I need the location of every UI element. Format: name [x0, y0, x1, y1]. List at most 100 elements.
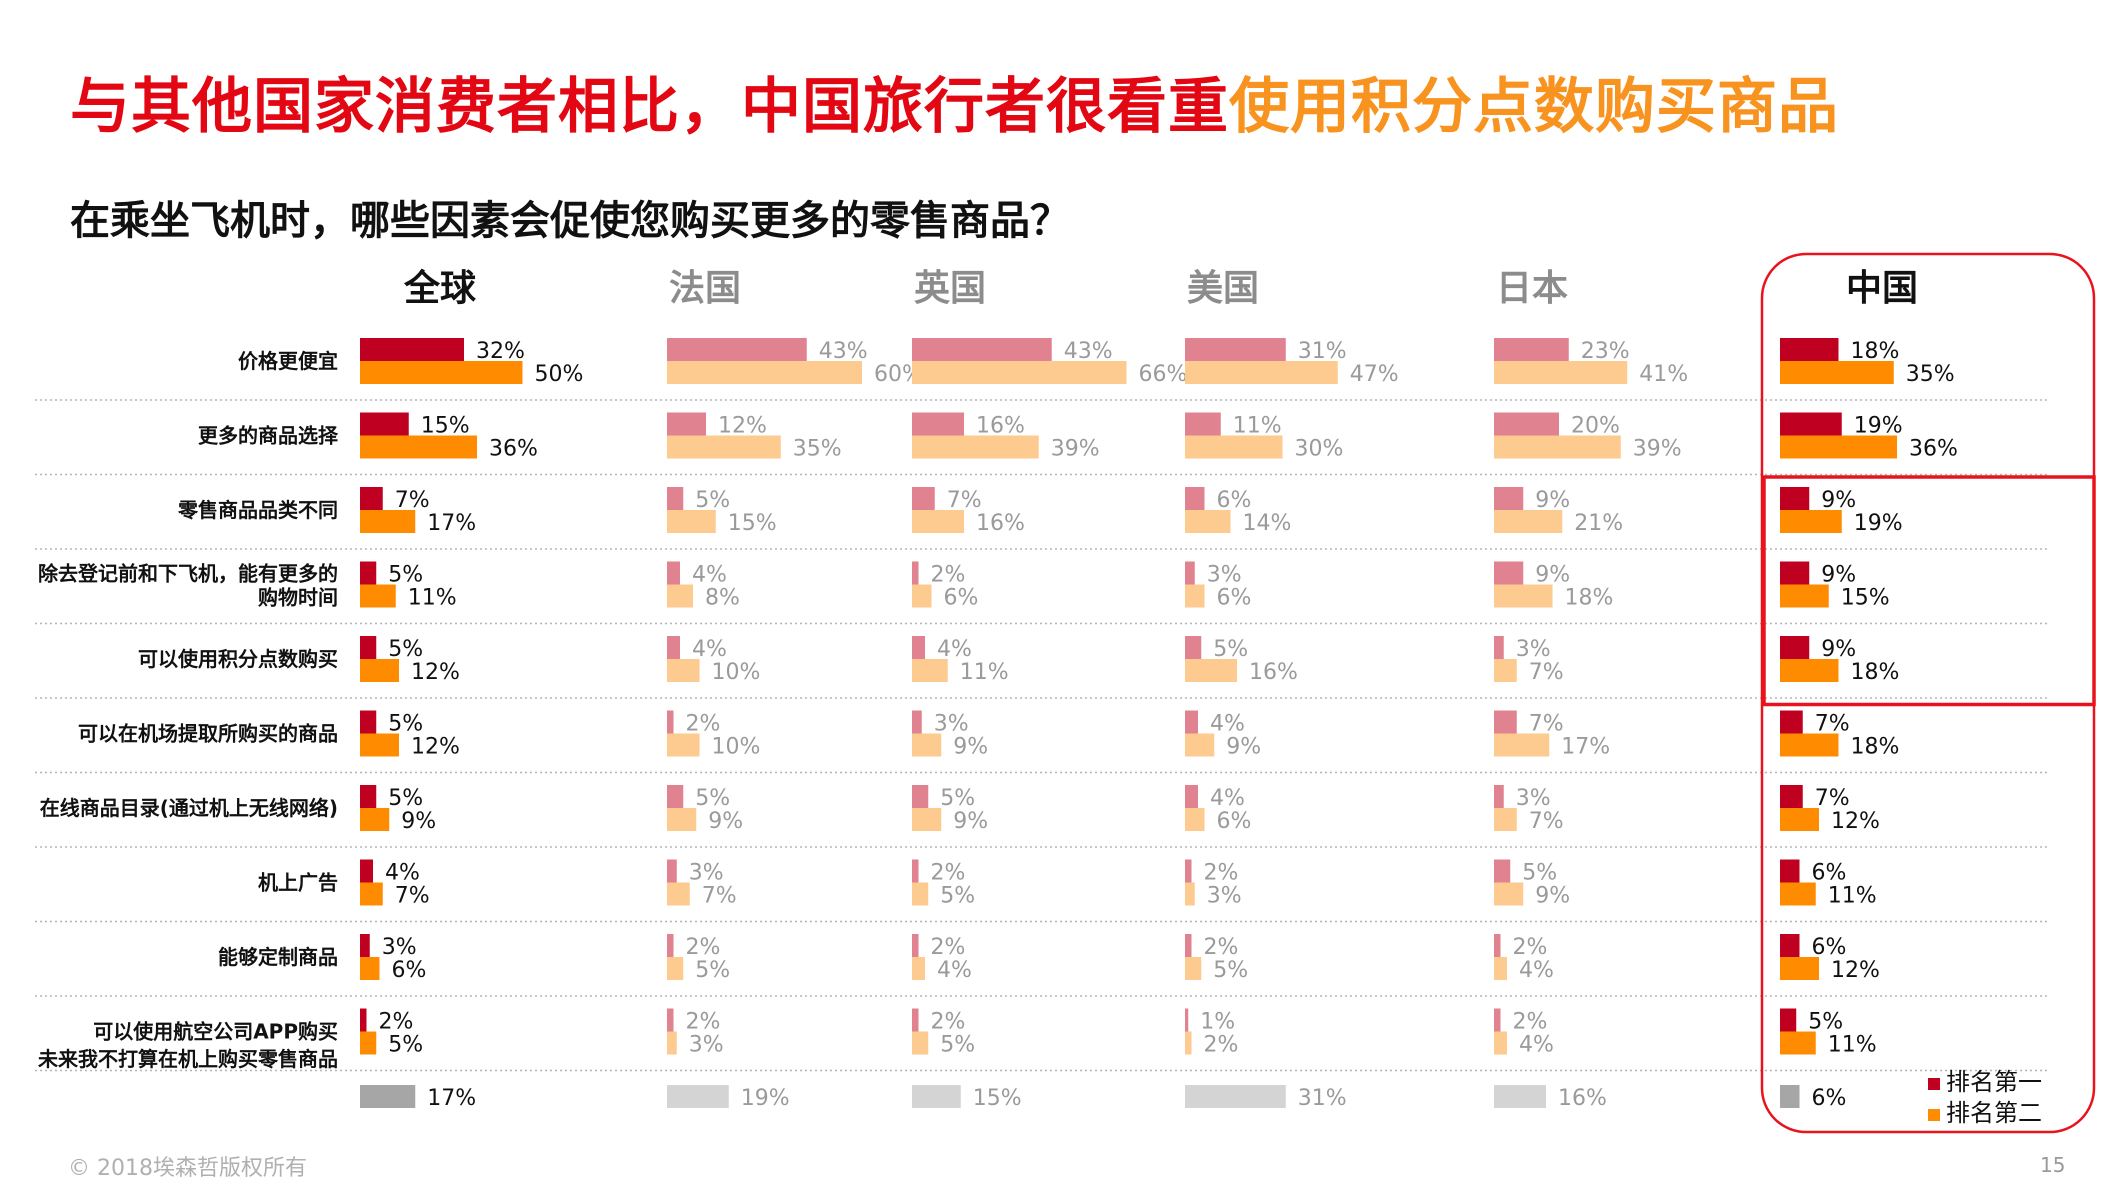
category-label: 可以使用积分点数购买 — [138, 647, 338, 671]
value-label-rank2: 12% — [1831, 958, 1880, 983]
value-label-rank2: 36% — [489, 437, 538, 462]
bar-rank2 — [360, 659, 399, 682]
bar-rank2 — [667, 733, 700, 757]
bar-rank2 — [360, 1031, 377, 1055]
legend-swatch-rank1 — [1928, 1078, 1940, 1090]
value-label-rank2: 17% — [1561, 735, 1610, 760]
value-label-rank2: 7% — [1529, 660, 1564, 685]
value-label-none: 16% — [1558, 1086, 1607, 1111]
bar-rank1 — [1780, 338, 1839, 361]
bar-rank1 — [667, 859, 677, 883]
value-label-rank2: 35% — [1906, 362, 1955, 387]
bar-rank2 — [1494, 659, 1517, 682]
bar-rank1 — [360, 561, 377, 585]
page-title: 与其他国家消费者相比，中国旅行者很看重使用积分点数购买商品 — [70, 58, 1839, 145]
bar-rank2 — [360, 808, 390, 831]
value-label-rank1: 2% — [931, 861, 966, 886]
value-label-rank2: 11% — [408, 586, 457, 611]
value-label-rank1: 5% — [388, 637, 423, 662]
value-label-rank1: 2% — [686, 712, 721, 737]
bar-rank1 — [1494, 487, 1524, 510]
bar-rank2 — [912, 808, 942, 831]
value-label-rank2: 10% — [712, 735, 761, 760]
value-label-rank1: 5% — [388, 563, 423, 588]
value-label-rank2: 14% — [1243, 511, 1292, 536]
value-label-rank2: 6% — [1217, 809, 1252, 834]
value-label-rank1: 2% — [686, 935, 721, 960]
value-label-none: 19% — [741, 1086, 790, 1111]
value-label-rank1: 11% — [1233, 414, 1282, 439]
bar-rank1 — [1185, 934, 1192, 957]
value-label-rank2: 15% — [728, 511, 777, 536]
value-label-rank1: 3% — [1207, 563, 1242, 588]
value-label-rank2: 4% — [1519, 1033, 1554, 1058]
value-label-rank1: 2% — [931, 935, 966, 960]
bar-rank1 — [667, 934, 674, 957]
value-label-rank2: 4% — [1519, 958, 1554, 983]
value-label-rank2: 11% — [1828, 884, 1877, 909]
value-label-rank2: 47% — [1350, 362, 1399, 387]
value-label-rank2: 7% — [1529, 809, 1564, 834]
value-label-rank1: 3% — [689, 861, 724, 886]
value-label-rank1: 9% — [1535, 488, 1570, 513]
bar-rank2 — [667, 808, 697, 831]
value-label-rank1: 5% — [1808, 1010, 1843, 1035]
bar-rank2 — [1185, 733, 1215, 757]
bar-rank1 — [360, 487, 383, 510]
bar-rank2 — [1185, 435, 1283, 459]
value-label-rank1: 9% — [1535, 563, 1570, 588]
bar-rank1 — [912, 561, 919, 585]
value-label-rank1: 5% — [388, 712, 423, 737]
bar-rank1 — [360, 785, 377, 808]
value-label-rank2: 50% — [535, 362, 584, 387]
value-label-rank2: 9% — [1226, 735, 1261, 760]
bar-rank2 — [1780, 733, 1839, 757]
bar-rank1 — [1780, 487, 1810, 510]
bar-rank1 — [1185, 710, 1198, 734]
value-label-rank2: 5% — [1213, 958, 1248, 983]
value-label-rank1: 4% — [1210, 712, 1245, 737]
bar-rank1 — [1185, 561, 1195, 585]
bar-rank2 — [1185, 659, 1237, 682]
value-label-rank1: 32% — [476, 339, 525, 364]
bar-rank1 — [667, 561, 680, 585]
bar-rank2 — [1780, 510, 1842, 533]
panel-title: 中国 — [1846, 268, 1918, 309]
bar-rank1 — [1494, 859, 1511, 883]
value-label-rank2: 3% — [1207, 884, 1242, 909]
value-label-rank1: 5% — [388, 786, 423, 811]
value-label-rank1: 7% — [947, 488, 982, 513]
value-label-rank2: 3% — [689, 1033, 724, 1058]
value-label-rank1: 3% — [934, 712, 969, 737]
value-label-rank1: 5% — [695, 488, 730, 513]
bar-rank1 — [912, 338, 1052, 361]
value-label-rank1: 6% — [1217, 488, 1252, 513]
value-label-rank1: 3% — [382, 935, 417, 960]
value-label-rank1: 31% — [1298, 339, 1347, 364]
bar-rank1 — [1494, 338, 1569, 361]
value-label-rank2: 6% — [392, 958, 427, 983]
bar-rank1 — [1780, 636, 1810, 659]
bar-rank1 — [1185, 785, 1198, 808]
bar-rank1 — [667, 785, 684, 808]
bar-rank1 — [667, 338, 807, 361]
value-label-none: 6% — [1812, 1086, 1847, 1111]
value-label-rank1: 2% — [379, 1010, 414, 1035]
bar-rank2 — [1780, 1031, 1816, 1055]
bar-rank2 — [360, 510, 416, 533]
bar-rank2 — [912, 733, 942, 757]
bar-rank2 — [1494, 882, 1524, 906]
bar-rank1 — [1780, 934, 1800, 957]
value-label-rank1: 15% — [421, 414, 470, 439]
bar-rank2 — [1494, 361, 1628, 384]
value-label-none: 31% — [1298, 1086, 1347, 1111]
value-label-rank2: 9% — [401, 809, 436, 834]
category-label: 在线商品目录(通过机上无线网络) — [40, 796, 338, 820]
value-label-rank1: 7% — [395, 488, 430, 513]
value-label-rank2: 6% — [944, 586, 979, 611]
value-label-rank1: 4% — [692, 563, 727, 588]
value-label-rank1: 4% — [937, 637, 972, 662]
panel-title: 日本 — [1496, 268, 1568, 309]
bar-rank1 — [912, 934, 919, 957]
value-label-rank2: 9% — [708, 809, 743, 834]
